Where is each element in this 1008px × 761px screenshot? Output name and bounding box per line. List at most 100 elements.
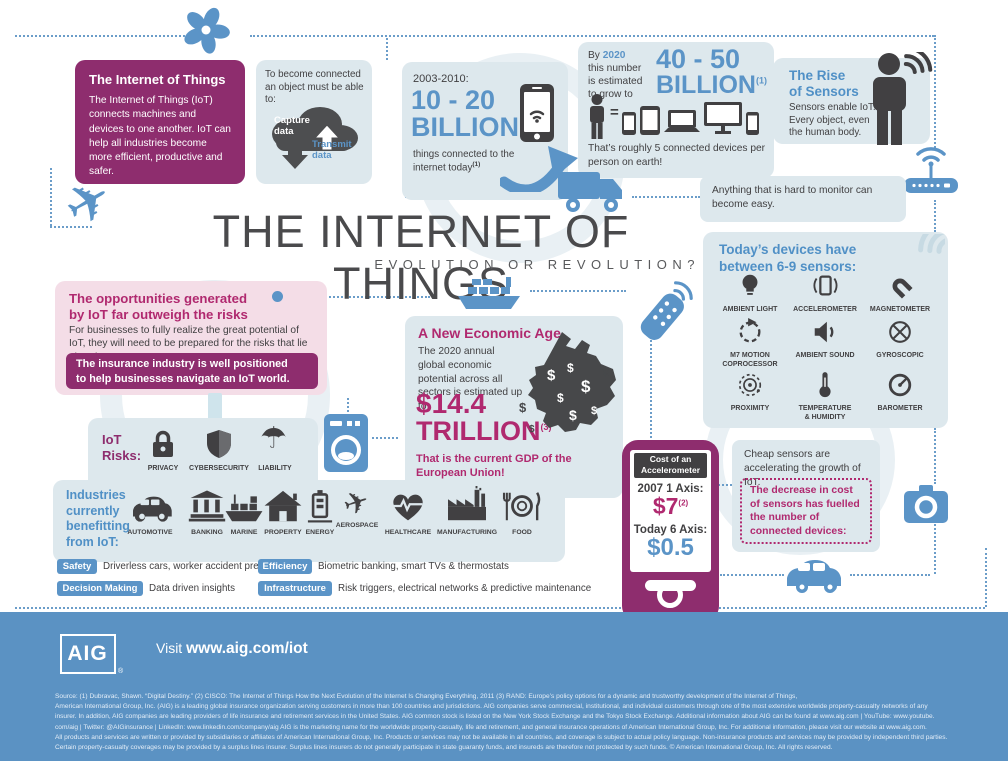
footer-band: AIG ® Visit www.aig.com/iot Source: (1) … [0,612,1008,761]
growth-now-number: 10 - 20 [411,85,496,115]
industry-item: MANUFACTURING [436,486,498,536]
growth-2020-unit-text: BILLION [656,71,756,99]
dotted-connector [850,574,930,576]
monitor-icon [704,102,742,134]
sensor-item: AMBIENT LIGHT [713,272,787,314]
proximity-icon [738,373,762,397]
visit-line: Visit www.aig.com/iot [156,640,308,658]
sensor-item: GYROSCOPIC [863,318,937,360]
dollar-sign: $ [591,405,597,417]
food-icon [502,492,541,521]
growth-now-panel: 2003-2010: 10 - 20 BILLION things connec… [402,62,568,200]
growth-now-caption-text: things connected to the internet today [413,149,515,174]
padlock-icon [153,430,173,457]
aerospace-plane-icon: ✈ [339,482,375,525]
dotted-connector [347,398,349,412]
connected-panel: To become connected an object must be ab… [256,60,372,184]
cost-card-screen: Cost of an Accelerometer 2007 1 Axis: $7… [630,450,711,572]
transmit-data-label: Transmit data [312,139,352,161]
dotted-connector [934,428,936,484]
risks-label: IoT Risks: [102,432,142,463]
economic-title: A New Economic Age [418,325,561,341]
industry-item: FOOD [496,488,548,536]
accelerometer-icon [813,275,838,296]
industry-item: BANKING [179,488,235,536]
dotted-connector [934,524,936,574]
dotted-connector [50,226,92,228]
curved-arrow-icon [500,146,578,192]
sensor-item: TEMPERATURE & HUMIDITY [788,371,862,422]
healthcare-heart-icon [393,494,423,521]
cheap-sensors-note: Cheap sensors are accelerating the growt… [744,449,861,488]
sensor-label: GYROSCOPIC [876,352,924,359]
rise-body: Sensors enable IoT. Every object, even t… [789,102,876,139]
benefit-tag-decision-making: Decision Making [57,581,143,596]
economic-body: The 2020 annual global economic potentia… [418,346,523,413]
aig-logo: AIG [60,634,116,674]
industries-panel: Industries currently benefitting from Io… [53,480,565,562]
growth-2020-year: 2020 [602,50,626,61]
human-with-wifi-icon [873,52,933,145]
growth-2020-unit: BILLION(1) [656,73,767,98]
economic-footnote: (3) [540,422,552,432]
cost-2007-price: $7(2) [630,495,711,518]
equals-sign: = [610,104,619,121]
pinwheel-icon [184,7,230,54]
economic-unit: TRILLION(3) [416,418,551,445]
temperature-humidity-icon [819,372,831,398]
sensor-item: M7 MOTION COPROCESSOR [713,318,787,369]
iot-risks-panel: IoT Risks: PRIVACY CYBERSECURITY ☂ LIABI… [88,418,318,490]
benefit-desc: Risk triggers, electrical networks & pre… [338,583,592,594]
sensors-title: Today’s devices have between 6-9 sensors… [719,242,857,274]
panel-connector [208,393,222,421]
industry-item: MARINE [218,489,270,536]
visit-prefix: Visit [156,640,187,656]
laptop-icon [664,110,700,132]
dollar-sign: $ [557,391,564,405]
sensor-item: MAGNETOMETER [863,272,937,314]
industry-item: AUTOMOTIVE [122,490,178,536]
growth-2020-number: 40 - 50 [656,44,741,74]
intro-body: The Internet of Things (IoT) connects ma… [89,95,231,178]
benefit-tag-safety: Safety [57,559,97,574]
aig-logo-text: AIG [67,642,108,665]
benefit-desc: Data driven insights [149,583,236,594]
dotted-connector [250,35,934,37]
visit-url-link[interactable]: www.aig.com/iot [186,640,308,657]
economic-unit-text: TRILLION [416,416,541,446]
intro-panel: The Internet of Things The Internet of T… [75,60,245,184]
accelerometer-cost-card: Cost of an Accelerometer 2007 1 Axis: $7… [622,440,719,622]
sensor-label: TEMPERATURE & HUMIDITY [798,405,852,422]
cost-today-price: $0.5 [647,534,694,561]
sensors-panel: Today’s devices have between 6-9 sensors… [703,232,948,428]
sensor-item: BAROMETER [863,371,937,413]
person-icon [590,94,604,139]
insurance-banner-text: The insurance industry is well positione… [76,358,290,385]
growth-now-caption: things connected to the internet today(1… [413,148,525,175]
shield-icon [207,430,231,458]
benefit-tag-efficiency: Efficiency [258,559,312,574]
dollar-sign: $ [519,400,527,415]
growth-2020-by: By [588,50,603,61]
dotted-connector [934,200,936,232]
industry-item: ✈ AEROSPACE [331,482,383,529]
cost-2007-price-text: $7 [652,493,679,519]
risk-label: PRIVACY [147,465,179,472]
sensor-item: PROXIMITY [713,371,787,413]
ship-icon [225,494,263,522]
growth-2020-lead-line: By 2020 [588,50,652,63]
smartphone-icon [520,84,554,142]
page-subtitle: EVOLUTION OR REVOLUTION? [374,257,700,272]
benefit-desc: Driverless cars, worker accident prevent… [103,561,291,572]
washing-machine-icon [324,414,368,472]
industry-label: MANUFACTURING [436,529,498,536]
motion-coprocessor-icon [739,318,761,343]
risk-label: LIABILITY [258,465,292,472]
intro-title: The Internet of Things [89,72,226,87]
economic-panel: A New Economic Age The 2020 annual globa… [405,316,623,498]
economic-amount: $14.4 [416,388,487,419]
capture-data-label: Capture data [274,115,310,137]
risk-label: CYBERSECURITY [189,465,249,472]
economic-caption: That is the current GDP of the European … [416,453,572,480]
